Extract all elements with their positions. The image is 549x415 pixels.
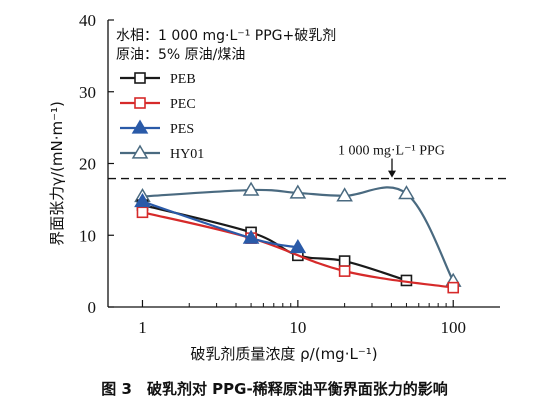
- x-axis-title: 破乳剂质量浓度 ρ/(mg·L⁻¹): [190, 345, 377, 363]
- legend-item-peb: PEB: [120, 72, 196, 87]
- annotation-aqueous-phase: 水相：1 000 mg·L⁻¹ PPG+破乳剂: [116, 28, 336, 44]
- y-tick-label: 20: [79, 155, 96, 174]
- legend-marker: [131, 119, 149, 134]
- legend-item-hy01: HY01: [120, 144, 204, 162]
- x-tick-label: 10: [289, 318, 306, 337]
- series-line-pec: [142, 211, 454, 289]
- annotation-crude-oil: 原油：5% 原油/煤油: [116, 47, 245, 63]
- legend-marker: [134, 97, 146, 109]
- data-point-pec: [447, 281, 460, 294]
- series-pes: [134, 193, 307, 254]
- legend-label: HY01: [170, 147, 204, 162]
- data-point-pes: [242, 229, 260, 244]
- data-point-pec: [136, 206, 149, 219]
- legend-marker: [131, 144, 149, 159]
- data-point-hy01: [242, 181, 260, 196]
- reference-line-label: 1 000 mg·L⁻¹ PPG: [338, 144, 445, 159]
- y-tick-label: 10: [79, 226, 96, 245]
- reference-layer: 1 000 mg·L⁻¹ PPG: [108, 144, 508, 180]
- data-point-hy01: [336, 187, 353, 202]
- series-layer: [134, 181, 462, 294]
- y-tick-label: 30: [79, 83, 96, 102]
- legend-label: PEC: [170, 97, 196, 112]
- legend-item-pec: PEC: [120, 97, 196, 112]
- series-line-pes: [142, 200, 299, 249]
- legend: PEB PEC PES HY01: [120, 72, 204, 162]
- data-point-peb: [338, 255, 351, 267]
- y-axis-title: 界面张力γ/(mN·m⁻¹): [48, 101, 66, 246]
- legend-label: PEB: [170, 72, 196, 87]
- reference-arrowhead: [388, 170, 396, 178]
- series-line-hy01: [142, 186, 455, 282]
- data-point-pec: [338, 265, 351, 277]
- x-tick-label: 1: [138, 318, 147, 337]
- x-tick-label: 100: [440, 318, 466, 337]
- figure-caption: 图 3 破乳剂对 PPG-稀释原油平衡界面张力的影响: [101, 380, 448, 398]
- y-tick-label: 0: [88, 298, 97, 317]
- annotations: 水相：1 000 mg·L⁻¹ PPG+破乳剂 原油：5% 原油/煤油: [116, 28, 336, 63]
- ift-chart: 1 000 mg·L⁻¹ PPG 0 10 20 30 40 1 10 100 水相：1 00…: [48, 11, 508, 363]
- series-hy01: [134, 181, 462, 287]
- legend-item-pes: PES: [120, 119, 194, 137]
- axes: 0 10 20 30 40 1 10 100: [79, 11, 500, 337]
- legend-label: PES: [170, 122, 194, 137]
- data-point-hy01: [289, 184, 307, 199]
- data-point-hy01: [398, 185, 415, 200]
- data-point-pes: [289, 238, 307, 254]
- y-tick-label: 40: [79, 11, 96, 30]
- legend-marker: [134, 72, 146, 84]
- data-point-pes: [134, 193, 151, 208]
